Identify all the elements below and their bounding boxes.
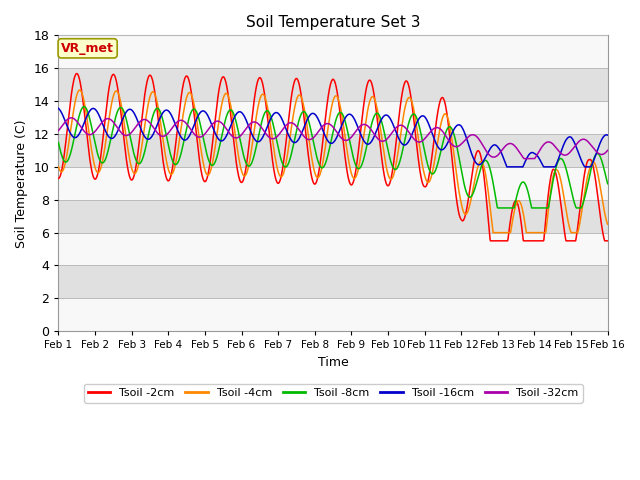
Bar [58,134,607,167]
Legend: Tsoil -2cm, Tsoil -4cm, Tsoil -8cm, Tsoil -16cm, Tsoil -32cm: Tsoil -2cm, Tsoil -4cm, Tsoil -8cm, Tsoi… [84,384,582,403]
Text: VR_met: VR_met [61,42,114,55]
Bar [58,101,607,134]
Bar [58,200,607,233]
Bar [58,36,607,68]
Bar [58,233,607,265]
Y-axis label: Soil Temperature (C): Soil Temperature (C) [15,119,28,248]
Bar [58,68,607,101]
Bar [58,167,607,200]
Bar [58,265,607,299]
X-axis label: Time: Time [317,356,348,369]
Bar [58,299,607,331]
Title: Soil Temperature Set 3: Soil Temperature Set 3 [246,15,420,30]
